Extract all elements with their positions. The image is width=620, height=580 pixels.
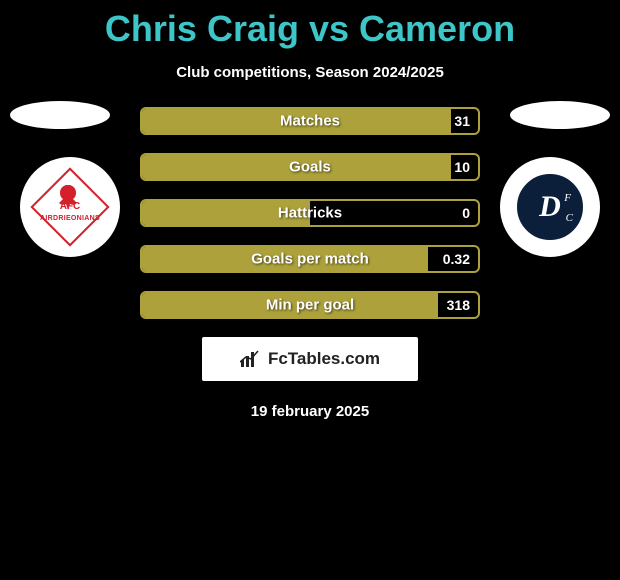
date-text: 19 february 2025 — [0, 403, 620, 420]
stat-label: Goals per match — [251, 251, 369, 268]
comparison-panel: AFC AIRDRIEONIANS D F C Matches 31 Goals… — [0, 107, 620, 420]
player-silhouette-right — [510, 101, 610, 129]
team-right-sub2: C — [566, 212, 573, 224]
team-badge-left: AFC AIRDRIEONIANS — [20, 157, 120, 257]
stat-label: Matches — [280, 113, 340, 130]
stat-value: 10 — [454, 159, 470, 175]
stat-row-hattricks: Hattricks 0 — [140, 199, 480, 227]
bar-chart-icon — [240, 350, 262, 368]
page-title: Chris Craig vs Cameron — [0, 0, 620, 50]
stat-row-mpg: Min per goal 318 — [140, 291, 480, 319]
watermark: FcTables.com — [202, 337, 418, 381]
player-silhouette-left — [10, 101, 110, 129]
team-right-sub1: F — [564, 192, 571, 204]
team-left-name: AIRDRIEONIANS — [38, 215, 102, 222]
stat-value: 0 — [462, 205, 470, 221]
team-right-short: D — [539, 190, 561, 224]
dfc-crest-icon: D F C — [514, 171, 586, 243]
watermark-text: FcTables.com — [268, 349, 380, 369]
stat-row-matches: Matches 31 — [140, 107, 480, 135]
stat-value: 31 — [454, 113, 470, 129]
stats-list: Matches 31 Goals 10 Hattricks 0 Goals pe… — [140, 107, 480, 319]
stat-label: Min per goal — [266, 297, 354, 314]
stat-value: 0.32 — [443, 251, 470, 267]
stat-row-goals: Goals 10 — [140, 153, 480, 181]
team-badge-right: D F C — [500, 157, 600, 257]
afc-crest-icon: AFC AIRDRIEONIANS — [38, 175, 102, 239]
stat-label: Hattricks — [278, 205, 342, 222]
subtitle: Club competitions, Season 2024/2025 — [0, 64, 620, 81]
stat-label: Goals — [289, 159, 331, 176]
team-left-short: AFC — [38, 201, 102, 212]
stat-row-gpm: Goals per match 0.32 — [140, 245, 480, 273]
stat-value: 318 — [447, 297, 470, 313]
